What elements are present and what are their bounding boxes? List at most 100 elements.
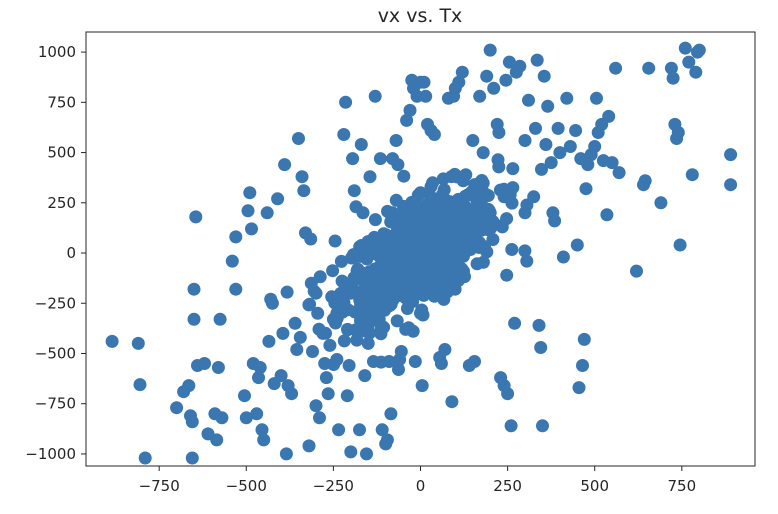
- data-point: [278, 158, 292, 172]
- data-point: [436, 172, 450, 186]
- data-point: [428, 268, 442, 282]
- data-point: [373, 152, 387, 166]
- data-point: [382, 355, 396, 368]
- data-point: [438, 216, 452, 230]
- data-point: [262, 334, 276, 348]
- data-point: [362, 235, 376, 249]
- data-point: [302, 439, 316, 453]
- data-point: [342, 359, 356, 372]
- data-point: [414, 246, 427, 260]
- y-tick-label: −1000: [25, 445, 76, 463]
- data-point: [468, 355, 481, 368]
- data-point: [724, 148, 738, 162]
- data-point: [470, 257, 484, 271]
- data-point: [466, 186, 480, 200]
- data-point: [326, 264, 340, 278]
- data-point: [495, 220, 509, 234]
- data-point: [466, 134, 480, 147]
- data-point: [321, 387, 335, 401]
- data-point: [337, 334, 351, 348]
- data-point: [309, 399, 323, 413]
- data-point: [501, 387, 515, 401]
- data-point: [642, 61, 656, 75]
- data-point: [372, 296, 386, 310]
- data-point: [211, 361, 225, 374]
- y-tick-label: −500: [35, 344, 76, 362]
- data-point: [448, 266, 462, 280]
- data-point: [638, 174, 652, 188]
- data-point: [424, 282, 438, 296]
- data-point: [215, 411, 229, 425]
- data-point: [518, 244, 532, 258]
- data-point: [576, 359, 589, 372]
- data-point: [491, 153, 505, 167]
- data-point: [472, 241, 486, 254]
- data-point: [356, 206, 370, 220]
- data-point: [229, 230, 243, 244]
- data-point: [438, 343, 452, 356]
- data-point: [393, 276, 407, 290]
- data-point: [483, 43, 497, 57]
- data-point: [319, 371, 333, 385]
- data-point: [579, 182, 593, 196]
- data-point: [431, 196, 445, 210]
- data-point: [406, 324, 420, 338]
- data-point: [654, 196, 668, 210]
- data-point: [290, 343, 304, 356]
- x-tick-label: −750: [139, 477, 180, 495]
- data-point: [600, 208, 614, 222]
- data-point: [363, 170, 377, 184]
- data-point: [170, 401, 184, 415]
- data-point: [302, 298, 316, 312]
- data-point: [341, 322, 354, 336]
- data-point: [344, 445, 358, 459]
- data-point: [724, 178, 738, 192]
- data-point: [304, 232, 318, 246]
- data-point: [518, 134, 532, 147]
- data-point: [379, 266, 393, 280]
- data-point: [541, 99, 555, 113]
- data-point: [333, 294, 347, 308]
- data-point: [334, 254, 348, 268]
- data-point: [400, 113, 414, 127]
- data-point: [354, 138, 368, 151]
- data-point: [351, 322, 365, 336]
- data-point: [407, 226, 420, 240]
- data-point: [588, 140, 602, 153]
- data-point: [340, 389, 354, 403]
- data-point: [544, 156, 558, 170]
- data-point: [306, 345, 319, 358]
- data-point: [346, 152, 360, 166]
- data-point: [182, 379, 196, 393]
- data-point: [245, 222, 258, 236]
- data-point: [187, 312, 201, 326]
- data-point: [475, 187, 489, 201]
- data-point: [520, 254, 534, 268]
- data-point: [671, 126, 685, 139]
- y-tick-label: −250: [35, 294, 76, 312]
- data-point: [455, 230, 469, 244]
- data-point: [685, 168, 699, 182]
- data-point: [427, 128, 441, 141]
- data-point: [534, 341, 548, 354]
- data-point: [339, 95, 353, 109]
- data-point: [330, 353, 344, 366]
- data-point: [138, 451, 152, 465]
- data-point: [274, 369, 288, 383]
- data-point: [452, 75, 466, 89]
- data-point: [410, 199, 424, 213]
- data-point: [414, 186, 427, 200]
- data-point: [239, 411, 253, 425]
- data-point: [280, 285, 294, 299]
- data-point: [419, 89, 433, 103]
- data-point: [243, 186, 257, 200]
- x-axis: −750 −500 −250 0 250 500 750: [139, 466, 696, 495]
- data-point: [560, 91, 574, 105]
- data-point: [530, 53, 544, 67]
- data-point: [210, 433, 224, 447]
- data-point: [480, 69, 494, 83]
- data-point: [375, 423, 389, 437]
- data-point: [673, 238, 687, 252]
- data-point: [569, 124, 583, 137]
- data-point: [288, 316, 302, 330]
